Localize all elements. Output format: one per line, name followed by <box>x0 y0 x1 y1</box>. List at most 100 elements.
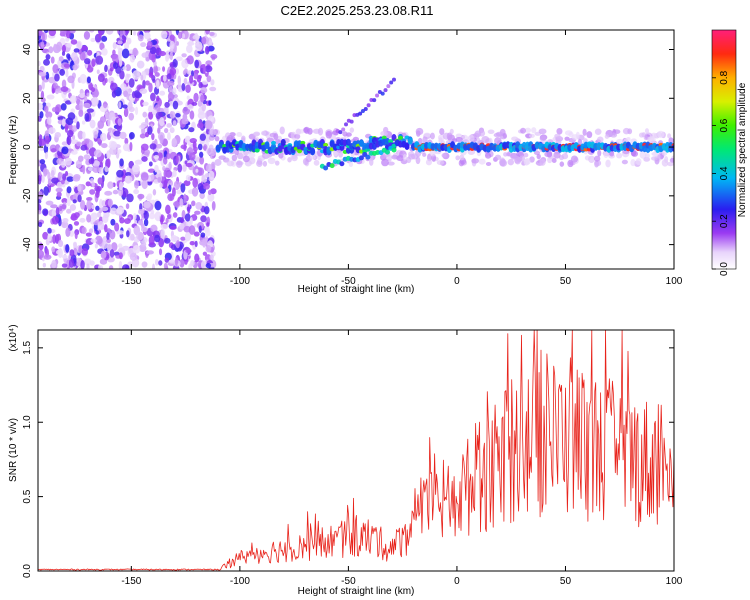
spectrogram-cell <box>341 127 346 132</box>
spectrogram-cell <box>110 218 116 226</box>
spectrogram-cell <box>109 249 115 258</box>
spectrogram-cell <box>116 169 124 178</box>
spectrogram-cell <box>61 79 67 89</box>
spectrogram-cell <box>51 88 55 94</box>
spectrogram-cell <box>156 143 163 149</box>
spectrogram-cell <box>61 254 68 259</box>
spectrogram-cell <box>143 218 149 227</box>
spectrogram-cell <box>95 230 100 235</box>
spectrogram-cell <box>117 118 122 126</box>
spectrogram-cell <box>279 126 285 135</box>
spectrogram-cell <box>58 56 64 62</box>
spectrogram-cell <box>179 223 185 230</box>
spectrogram-cell <box>54 73 60 82</box>
spectrogram-cell <box>45 54 51 60</box>
spectrogram-cell <box>87 166 94 172</box>
spectrogram-cell <box>45 111 53 119</box>
spectrogram-cell <box>50 148 57 153</box>
spectrogram-cell <box>93 221 100 226</box>
spectrogram-cell <box>39 111 44 119</box>
spectrogram-cell <box>303 127 309 133</box>
spectrogram-cell <box>554 133 561 139</box>
spectrogram-cell <box>163 106 169 113</box>
spectrogram-cell <box>38 138 47 147</box>
snr-x-tick-label: 0 <box>454 576 460 587</box>
spectrogram-cell <box>547 156 553 164</box>
spectrogram-cell <box>211 200 216 211</box>
spectrogram-cell <box>151 109 157 116</box>
spectrogram-cell <box>209 254 214 261</box>
colorbar: 0.0 0.2 0.4 0.6 0.8 Normalized spectral ampl… <box>711 29 748 276</box>
spectrogram-cell <box>646 136 654 142</box>
spectrogram-cell <box>77 184 82 192</box>
spectrogram-cell <box>172 212 178 218</box>
spectrogram-cell <box>150 224 158 233</box>
spectrogram-cell <box>204 45 210 55</box>
figure-title: C2E2.2025.253.23.08.R11 <box>281 3 434 18</box>
spectrogram-cell <box>187 41 195 46</box>
spectrogram-cell <box>152 188 157 196</box>
spectrogram-cell <box>254 148 260 153</box>
spectrogram-cell <box>88 158 95 165</box>
spectrogram-cell <box>56 181 63 189</box>
spectrogram-cell <box>97 177 103 185</box>
spectrogram-cell <box>112 189 119 195</box>
spectrogram-cell <box>119 131 127 140</box>
spectrogram-cell <box>596 136 604 143</box>
spectrogram-cell <box>72 175 81 182</box>
spectrogram-cell <box>179 198 184 208</box>
spectrogram-cell <box>594 155 601 162</box>
spectrogram-cell <box>177 163 183 173</box>
spectrogram-cell <box>194 59 200 69</box>
spectrogram-cell <box>391 147 397 153</box>
spectrogram-cell <box>365 154 371 160</box>
spectrogram-cell <box>38 210 42 215</box>
spectrogram-cell <box>381 158 389 167</box>
spectrogram-cell <box>72 241 78 248</box>
spectrogram-cell <box>159 134 164 145</box>
spectrogram-cell <box>179 258 185 268</box>
spectrogram-cell <box>46 116 52 125</box>
spectrogram-cell <box>105 30 114 35</box>
spectrogram-cell <box>507 158 515 166</box>
spectrogram-x-tick-label: -150 <box>121 276 141 287</box>
spectrogram-cell <box>294 133 301 140</box>
spectrogram-cell <box>199 193 205 198</box>
spectrogram-cell <box>130 233 135 241</box>
spectrogram-cell <box>59 172 63 177</box>
spectrogram-cell <box>65 69 69 78</box>
spectrogram-x-tick-label: -50 <box>341 276 356 287</box>
spectrogram-cell <box>484 152 492 159</box>
spectrogram-cell <box>73 221 80 226</box>
snr-x-ticks: -150 -100 -50 0 50 100 <box>121 330 683 587</box>
spectrogram-cell <box>193 146 198 152</box>
spectrogram-cell <box>192 177 199 188</box>
spectrogram-cell <box>100 132 107 142</box>
spectrogram-cell <box>121 34 125 40</box>
spectrogram-cell <box>325 130 333 139</box>
spectrogram-y-tick-label: -20 <box>22 188 33 203</box>
spectrogram-cell <box>360 108 365 113</box>
spectrogram-cell <box>195 201 203 210</box>
spectrogram-cell <box>310 147 316 155</box>
spectrogram-cell <box>439 128 445 135</box>
spectrogram-cell <box>127 101 133 111</box>
spectrogram-cell <box>106 232 110 240</box>
spectrogram-cell <box>172 169 177 178</box>
spectrogram-cell <box>111 90 117 98</box>
spectrogram-cell <box>138 209 145 215</box>
spectrogram-cell <box>162 66 166 72</box>
spectrogram-cell <box>113 130 122 137</box>
spectrogram-cell <box>51 259 57 269</box>
spectrogram-cell <box>155 79 160 89</box>
spectrogram-cell <box>165 204 171 215</box>
spectrogram-cell <box>65 227 71 237</box>
spectrogram-y-axis-label: Frequency (Hz) <box>8 116 19 185</box>
spectrogram-cell <box>141 261 148 268</box>
spectrogram-cell <box>76 141 82 147</box>
spectrogram-cell <box>190 259 195 267</box>
spectrogram-cell <box>101 200 106 207</box>
spectrogram-cell <box>61 204 67 210</box>
spectrogram-cell <box>191 187 199 197</box>
spectrogram-cell <box>380 91 385 96</box>
